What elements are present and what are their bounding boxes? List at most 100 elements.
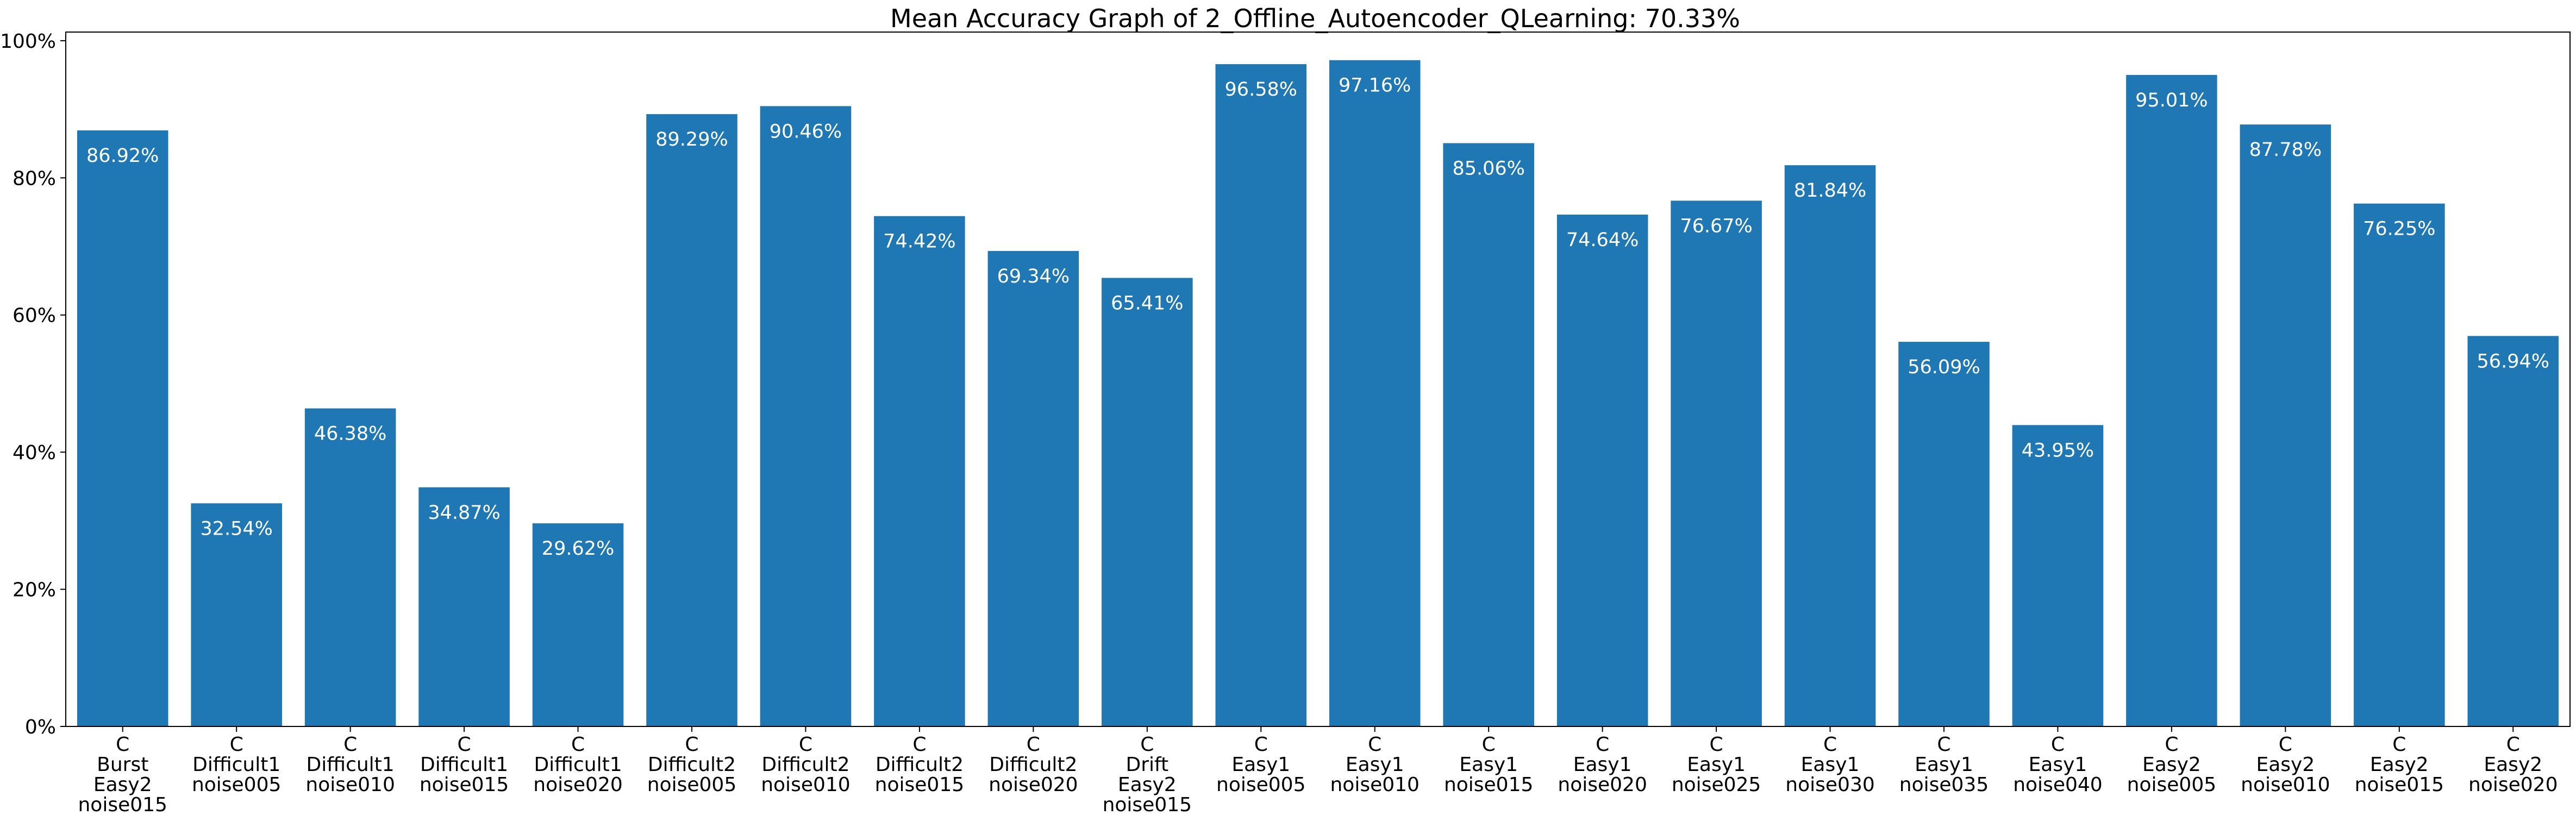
x-tick-label-line: noise015 [78, 794, 167, 815]
data-labels-layer: 86.92% 32.54% 46.38% 34.87% 29.62% 89.29% 90.4… [86, 75, 2549, 560]
bar-value-label: 69.34% [997, 266, 1070, 287]
x-tick-label-line: noise005 [2127, 774, 2216, 796]
bar [2240, 124, 2331, 727]
bar [1898, 342, 1990, 726]
x-tick-label: C Difficult2 noise010 [761, 734, 850, 796]
y-tick-label: 20% [12, 579, 56, 601]
x-tick-label: C Difficult1 noise005 [192, 734, 281, 796]
bar [1556, 214, 1648, 727]
x-tick-label-line: Easy1 [1801, 754, 1860, 776]
bar-value-label: 76.25% [2363, 218, 2435, 240]
x-tick-label: C Easy2 noise010 [2241, 734, 2330, 796]
x-tick-label-line: C [1482, 734, 1496, 756]
bars-layer [77, 60, 2559, 727]
x-tick-label: C Difficult2 noise015 [875, 734, 964, 796]
x-tick-label-line: noise020 [533, 774, 622, 796]
bar [191, 503, 282, 726]
bar-value-label: 90.46% [770, 121, 842, 142]
x-tick-label-line: Difficult2 [876, 754, 964, 776]
bar [1102, 278, 1193, 726]
x-tick-label-line: C [1140, 734, 1154, 756]
x-tick-label-line: C [1596, 734, 1609, 756]
bar [760, 106, 852, 727]
x-tick-label-line: C [230, 734, 243, 756]
bar [874, 216, 965, 727]
x-tick-label: C Easy1 noise020 [1558, 734, 1647, 796]
x-tick-label: C Easy1 noise015 [1444, 734, 1533, 796]
x-tick-label-line: C [1027, 734, 1040, 756]
bar-value-label: 56.09% [1908, 356, 1980, 378]
x-tick-label-line: Difficult2 [989, 754, 1077, 776]
x-tick-label-line: noise005 [1216, 774, 1305, 796]
x-tick-label-line: C [116, 734, 129, 756]
x-tick-label-line: Drift [1126, 754, 1168, 776]
bar-value-label: 56.94% [2477, 350, 2549, 372]
x-tick-label-line: C [2506, 734, 2520, 756]
x-tick-label-line: noise020 [1558, 774, 1647, 796]
x-tick-label: C Difficult1 noise015 [420, 734, 509, 796]
bar-value-label: 32.54% [200, 518, 272, 540]
plot-frame [65, 32, 2571, 727]
x-tick-label: C Easy2 noise005 [2127, 734, 2216, 796]
x-tick-label: C Easy1 noise030 [1785, 734, 1874, 796]
bar [2467, 336, 2559, 726]
x-tick-label: C Difficult1 noise010 [305, 734, 395, 796]
x-tick-label-line: C [2279, 734, 2292, 756]
x-tick-label-line: Easy1 [1573, 754, 1632, 776]
bar-value-label: 34.87% [428, 502, 500, 524]
x-tick-label-line: Easy1 [2029, 754, 2087, 776]
bar-value-label: 96.58% [1225, 79, 1297, 101]
bar [1329, 60, 1421, 727]
bar [987, 250, 1079, 726]
bar [77, 130, 168, 727]
bar-value-label: 65.41% [1111, 292, 1183, 314]
x-tick-label-line: noise015 [875, 774, 964, 796]
bar-value-label: 29.62% [542, 538, 614, 560]
x-tick-label-line: C [343, 734, 357, 756]
x-tick-label-line: noise035 [1899, 774, 1989, 796]
y-tick-label: 40% [12, 442, 56, 464]
x-tick-label: C Difficult1 noise020 [533, 734, 622, 796]
x-tick-label-line: Burst [97, 754, 148, 776]
bar [418, 487, 510, 726]
x-tick-label-line: Easy1 [1231, 754, 1290, 776]
x-tick-label-line: Easy2 [2484, 754, 2542, 776]
x-tick-label-line: Easy1 [1459, 754, 1518, 776]
x-tick-label-line: noise025 [1672, 774, 1761, 796]
x-tick-label-line: C [1710, 734, 1723, 756]
bar [2012, 425, 2104, 726]
x-tick-label-line: C [1368, 734, 1381, 756]
x-tick-label-line: C [2392, 734, 2406, 756]
x-tick-label-line: noise005 [647, 774, 736, 796]
x-tick-label-line: noise040 [2013, 774, 2102, 796]
x-tick-label-line: C [799, 734, 812, 756]
x-tick-label: C Easy2 noise015 [2355, 734, 2444, 796]
bar-value-label: 81.84% [1794, 180, 1866, 202]
x-tick-label-line: C [2165, 734, 2178, 756]
x-tick-label-line: Easy2 [2370, 754, 2429, 776]
x-tick-label: C Easy1 noise025 [1672, 734, 1761, 796]
x-tick-label-line: noise010 [305, 774, 395, 796]
bar [1443, 143, 1534, 726]
bar [1784, 165, 1876, 726]
x-tick-label-line: noise015 [2355, 774, 2444, 796]
x-tick-label-line: C [685, 734, 698, 756]
x-tick-label-line: noise030 [1785, 774, 1874, 796]
x-tick-label-line: noise015 [420, 774, 509, 796]
x-tick-label: C Drift Easy2 noise015 [1103, 734, 1192, 815]
bar-value-label: 43.95% [2022, 440, 2094, 461]
x-tick-label: C Burst Easy2 noise015 [78, 734, 167, 815]
bar-value-label: 89.29% [655, 129, 728, 151]
x-tick-label: C Easy1 noise040 [2013, 734, 2102, 796]
bar [646, 114, 737, 726]
x-tick-label-line: Difficult1 [420, 754, 508, 776]
y-tick-label: 80% [12, 167, 56, 190]
x-tick-label-line: Easy2 [2142, 754, 2201, 776]
chart-title: Mean Accuracy Graph of 2_Offline_Autoenc… [890, 4, 1740, 33]
x-tick-label: C Easy1 noise035 [1899, 734, 1989, 796]
y-tick-label: 100% [0, 30, 56, 53]
y-tick-label: 60% [12, 305, 56, 327]
bar [2354, 203, 2445, 726]
